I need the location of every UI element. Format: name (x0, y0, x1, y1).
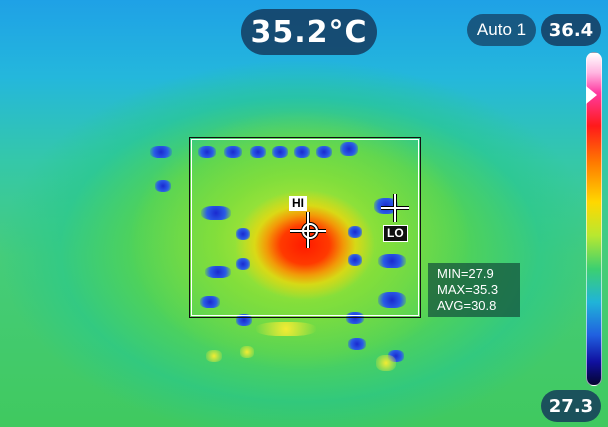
area-statistics-panel: MIN=27.9 MAX=35.3 AVG=30.8 (428, 263, 520, 317)
cold-spot-crosshair-icon (381, 194, 409, 222)
cold-spot-label: LO (383, 225, 408, 242)
scale-pointer-icon (586, 86, 597, 104)
scale-min-value[interactable]: 27.3 (541, 390, 601, 422)
scale-max-value[interactable]: 36.4 (541, 14, 601, 46)
palette-mode-button[interactable]: Auto 1 (467, 14, 536, 46)
hot-spot-crosshair-icon (290, 212, 326, 248)
center-temperature-readout: 35.2°C (241, 9, 377, 55)
area-min-value: MIN=27.9 (437, 266, 494, 281)
hot-spot-label: HI (289, 196, 307, 211)
area-max-value: MAX=35.3 (437, 282, 499, 297)
color-scale-bar (586, 52, 602, 386)
measurement-area-box[interactable] (189, 137, 421, 318)
area-avg-value: AVG=30.8 (437, 298, 497, 313)
